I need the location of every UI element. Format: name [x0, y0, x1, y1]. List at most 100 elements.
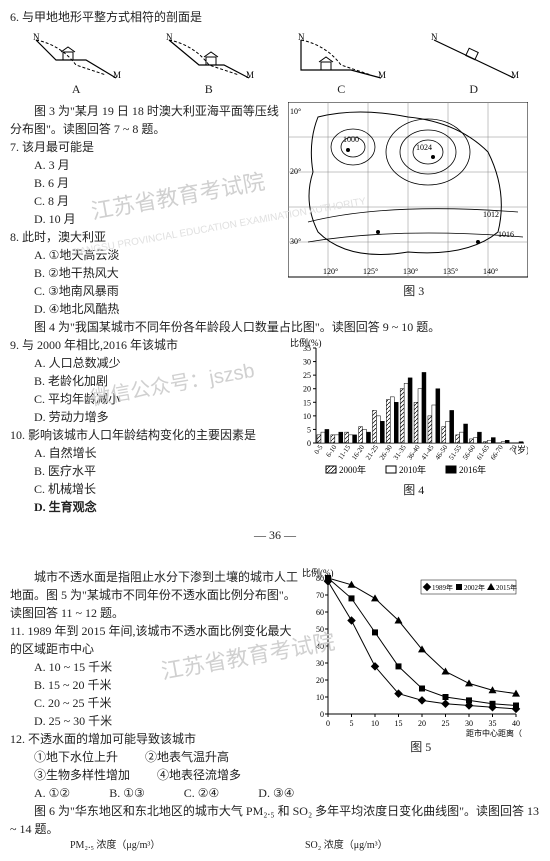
svg-text:125°: 125° — [363, 267, 378, 276]
q11-stem: 11. 1989 年到 2015 年间,该城市不透水面比例变化最大的区域距市中心 — [10, 622, 302, 658]
svg-text:5: 5 — [349, 719, 353, 728]
q6-opt-d: D — [429, 80, 519, 98]
svg-text:10°: 10° — [290, 107, 301, 116]
q12-opt-a: A. ①② — [34, 786, 70, 800]
q12-opt-d: D. ③④ — [258, 786, 294, 800]
svg-text:20: 20 — [418, 719, 426, 728]
svg-text:2010年: 2010年 — [399, 464, 426, 475]
q12-opt-b: B. ①③ — [109, 786, 145, 800]
svg-text:(岁): (岁) — [514, 444, 528, 455]
svg-text:80: 80 — [316, 574, 324, 583]
svg-text:130°: 130° — [403, 267, 418, 276]
impervious-intro: 城市不透水面是指阻止水分下渗到土壤的城市人工地面。图 5 为"某城市不同年份不透… — [10, 568, 302, 622]
svg-text:36-40: 36-40 — [405, 443, 421, 461]
fig4-intro: 图 4 为"我国某城市不同年份各年龄段人口数量占比图"。读图回答 9 ~ 10 … — [10, 318, 540, 336]
svg-text:15: 15 — [394, 719, 402, 728]
svg-text:61-65: 61-65 — [475, 443, 491, 461]
q12-opts: A. ①② B. ①③ C. ②④ D. ③④ — [34, 784, 302, 802]
svg-text:66-70: 66-70 — [489, 443, 505, 461]
q10-opt-b: B. 医疗水平 — [34, 462, 288, 480]
svg-text:25: 25 — [441, 719, 449, 728]
q7-opt-b: B. 6 月 — [34, 174, 288, 192]
svg-text:21-25: 21-25 — [364, 443, 380, 461]
q7-opt-d: D. 10 月 — [34, 210, 288, 228]
svg-text:0-5: 0-5 — [312, 443, 324, 456]
q12-sub3: ③生物多样性增加 — [34, 768, 130, 782]
fig4-container: 比例(%)051015202530350-56-1011-1516-2021-2… — [288, 336, 540, 516]
svg-text:2015年: 2015年 — [496, 583, 517, 592]
svg-text:1989年: 1989年 — [432, 583, 453, 592]
q10-opt-a: A. 自然增长 — [34, 444, 288, 462]
svg-text:25: 25 — [303, 371, 311, 380]
svg-text:70: 70 — [316, 591, 324, 600]
svg-text:10: 10 — [371, 719, 379, 728]
q11-opt-c: C. 20 ~ 25 千米 — [34, 694, 302, 712]
svg-text:35: 35 — [303, 344, 311, 353]
svg-text:56-60: 56-60 — [461, 443, 477, 461]
svg-text:51-55: 51-55 — [447, 443, 463, 461]
svg-text:35: 35 — [488, 719, 496, 728]
svg-text:46-50: 46-50 — [433, 443, 449, 461]
svg-text:0: 0 — [320, 710, 324, 719]
svg-text:140°: 140° — [483, 267, 498, 276]
svg-text:10: 10 — [316, 693, 324, 702]
fig5-label: 图 5 — [302, 738, 541, 756]
q8-stem: 8. 此时，澳大利亚 — [10, 228, 288, 246]
q10-opt-c: C. 机械增长 — [34, 480, 288, 498]
fig6-xlabel-left: PM₂.₅ 浓度（μg/m³） — [70, 838, 305, 853]
svg-text:30°: 30° — [290, 237, 301, 246]
q12-sub4: ④地表径流增多 — [157, 768, 241, 782]
svg-text:15: 15 — [303, 398, 311, 407]
svg-text:26-30: 26-30 — [378, 443, 394, 461]
q9-opt-c: C. 平均年龄减小 — [34, 390, 288, 408]
svg-text:2000年: 2000年 — [339, 464, 366, 475]
fig3-map-icon: 1000 1024 1012 1016 10°20°30° 120°125°13… — [288, 102, 528, 282]
q6-diagram-c: N M C — [296, 30, 386, 98]
q12-subs: ①地下水位上升 ②地表气温升高 — [34, 748, 302, 766]
q9-opt-d: D. 劳动力增多 — [34, 408, 288, 426]
fig4-chart-icon: 比例(%)051015202530350-56-1011-1516-2021-2… — [288, 336, 528, 481]
fig6-intro: 图 6 为"华东地区和东北地区的城市大气 PM₂.₅ 和 SO₂ 多年平均浓度日… — [10, 802, 540, 838]
fig5-chart-icon: 比例(%)010203040506070800510152025303540距市… — [302, 568, 522, 738]
q12-sub2: ②地表气温升高 — [145, 750, 229, 764]
fig5-container: 比例(%)010203040506070800510152025303540距市… — [302, 568, 541, 802]
q6-diagram-b: N M B — [164, 30, 254, 98]
q6-diagram-a: N M A — [31, 30, 121, 98]
svg-text:40: 40 — [512, 719, 520, 728]
q9-stem: 9. 与 2000 年相比,2016 年该城市 — [10, 336, 288, 354]
q7-stem: 7. 该月最可能是 — [10, 138, 288, 156]
svg-text:5: 5 — [307, 425, 311, 434]
svg-text:20: 20 — [303, 385, 311, 394]
svg-text:11-15: 11-15 — [336, 443, 352, 461]
q8-opt-c: C. ③地南风暴雨 — [34, 282, 288, 300]
svg-text:M: M — [246, 70, 254, 80]
svg-text:1024: 1024 — [416, 143, 432, 152]
q12-opt-c: C. ②④ — [184, 786, 220, 800]
svg-text:20°: 20° — [290, 167, 301, 176]
q6-diagram-d: N M D — [429, 30, 519, 98]
q6-diagrams: N M A N M B N M C N — [10, 30, 540, 98]
svg-text:M: M — [113, 70, 121, 80]
svg-text:10: 10 — [303, 412, 311, 421]
q10-stem: 10. 影响该城市人口年龄结构变化的主要因素是 — [10, 426, 288, 444]
q6-opt-c: C — [296, 80, 386, 98]
svg-text:1012: 1012 — [483, 210, 499, 219]
q7-opt-a: A. 3 月 — [34, 156, 288, 174]
svg-text:60: 60 — [316, 608, 324, 617]
q9-opt-a: A. 人口总数减少 — [34, 354, 288, 372]
svg-text:2002年: 2002年 — [464, 583, 485, 592]
svg-text:30: 30 — [303, 358, 311, 367]
q11-opt-d: D. 25 ~ 30 千米 — [34, 712, 302, 730]
q11-opt-b: B. 15 ~ 20 千米 — [34, 676, 302, 694]
q12-sub1: ①地下水位上升 — [34, 750, 118, 764]
q10-opt-d: D. 生育观念 — [34, 498, 288, 516]
fig3-label: 图 3 — [288, 282, 540, 300]
svg-text:50: 50 — [316, 625, 324, 634]
svg-text:41-45: 41-45 — [419, 443, 435, 461]
fig3-intro: 图 3 为"某月 19 日 18 时澳大利亚海平面等压线分布图"。读图回答 7 … — [10, 102, 288, 138]
q8-opt-b: B. ②地干热风大 — [34, 264, 288, 282]
q6-opt-a: A — [31, 80, 121, 98]
q6-opt-b: B — [164, 80, 254, 98]
profile-c-icon: N M — [296, 30, 386, 80]
svg-text:0: 0 — [326, 719, 330, 728]
